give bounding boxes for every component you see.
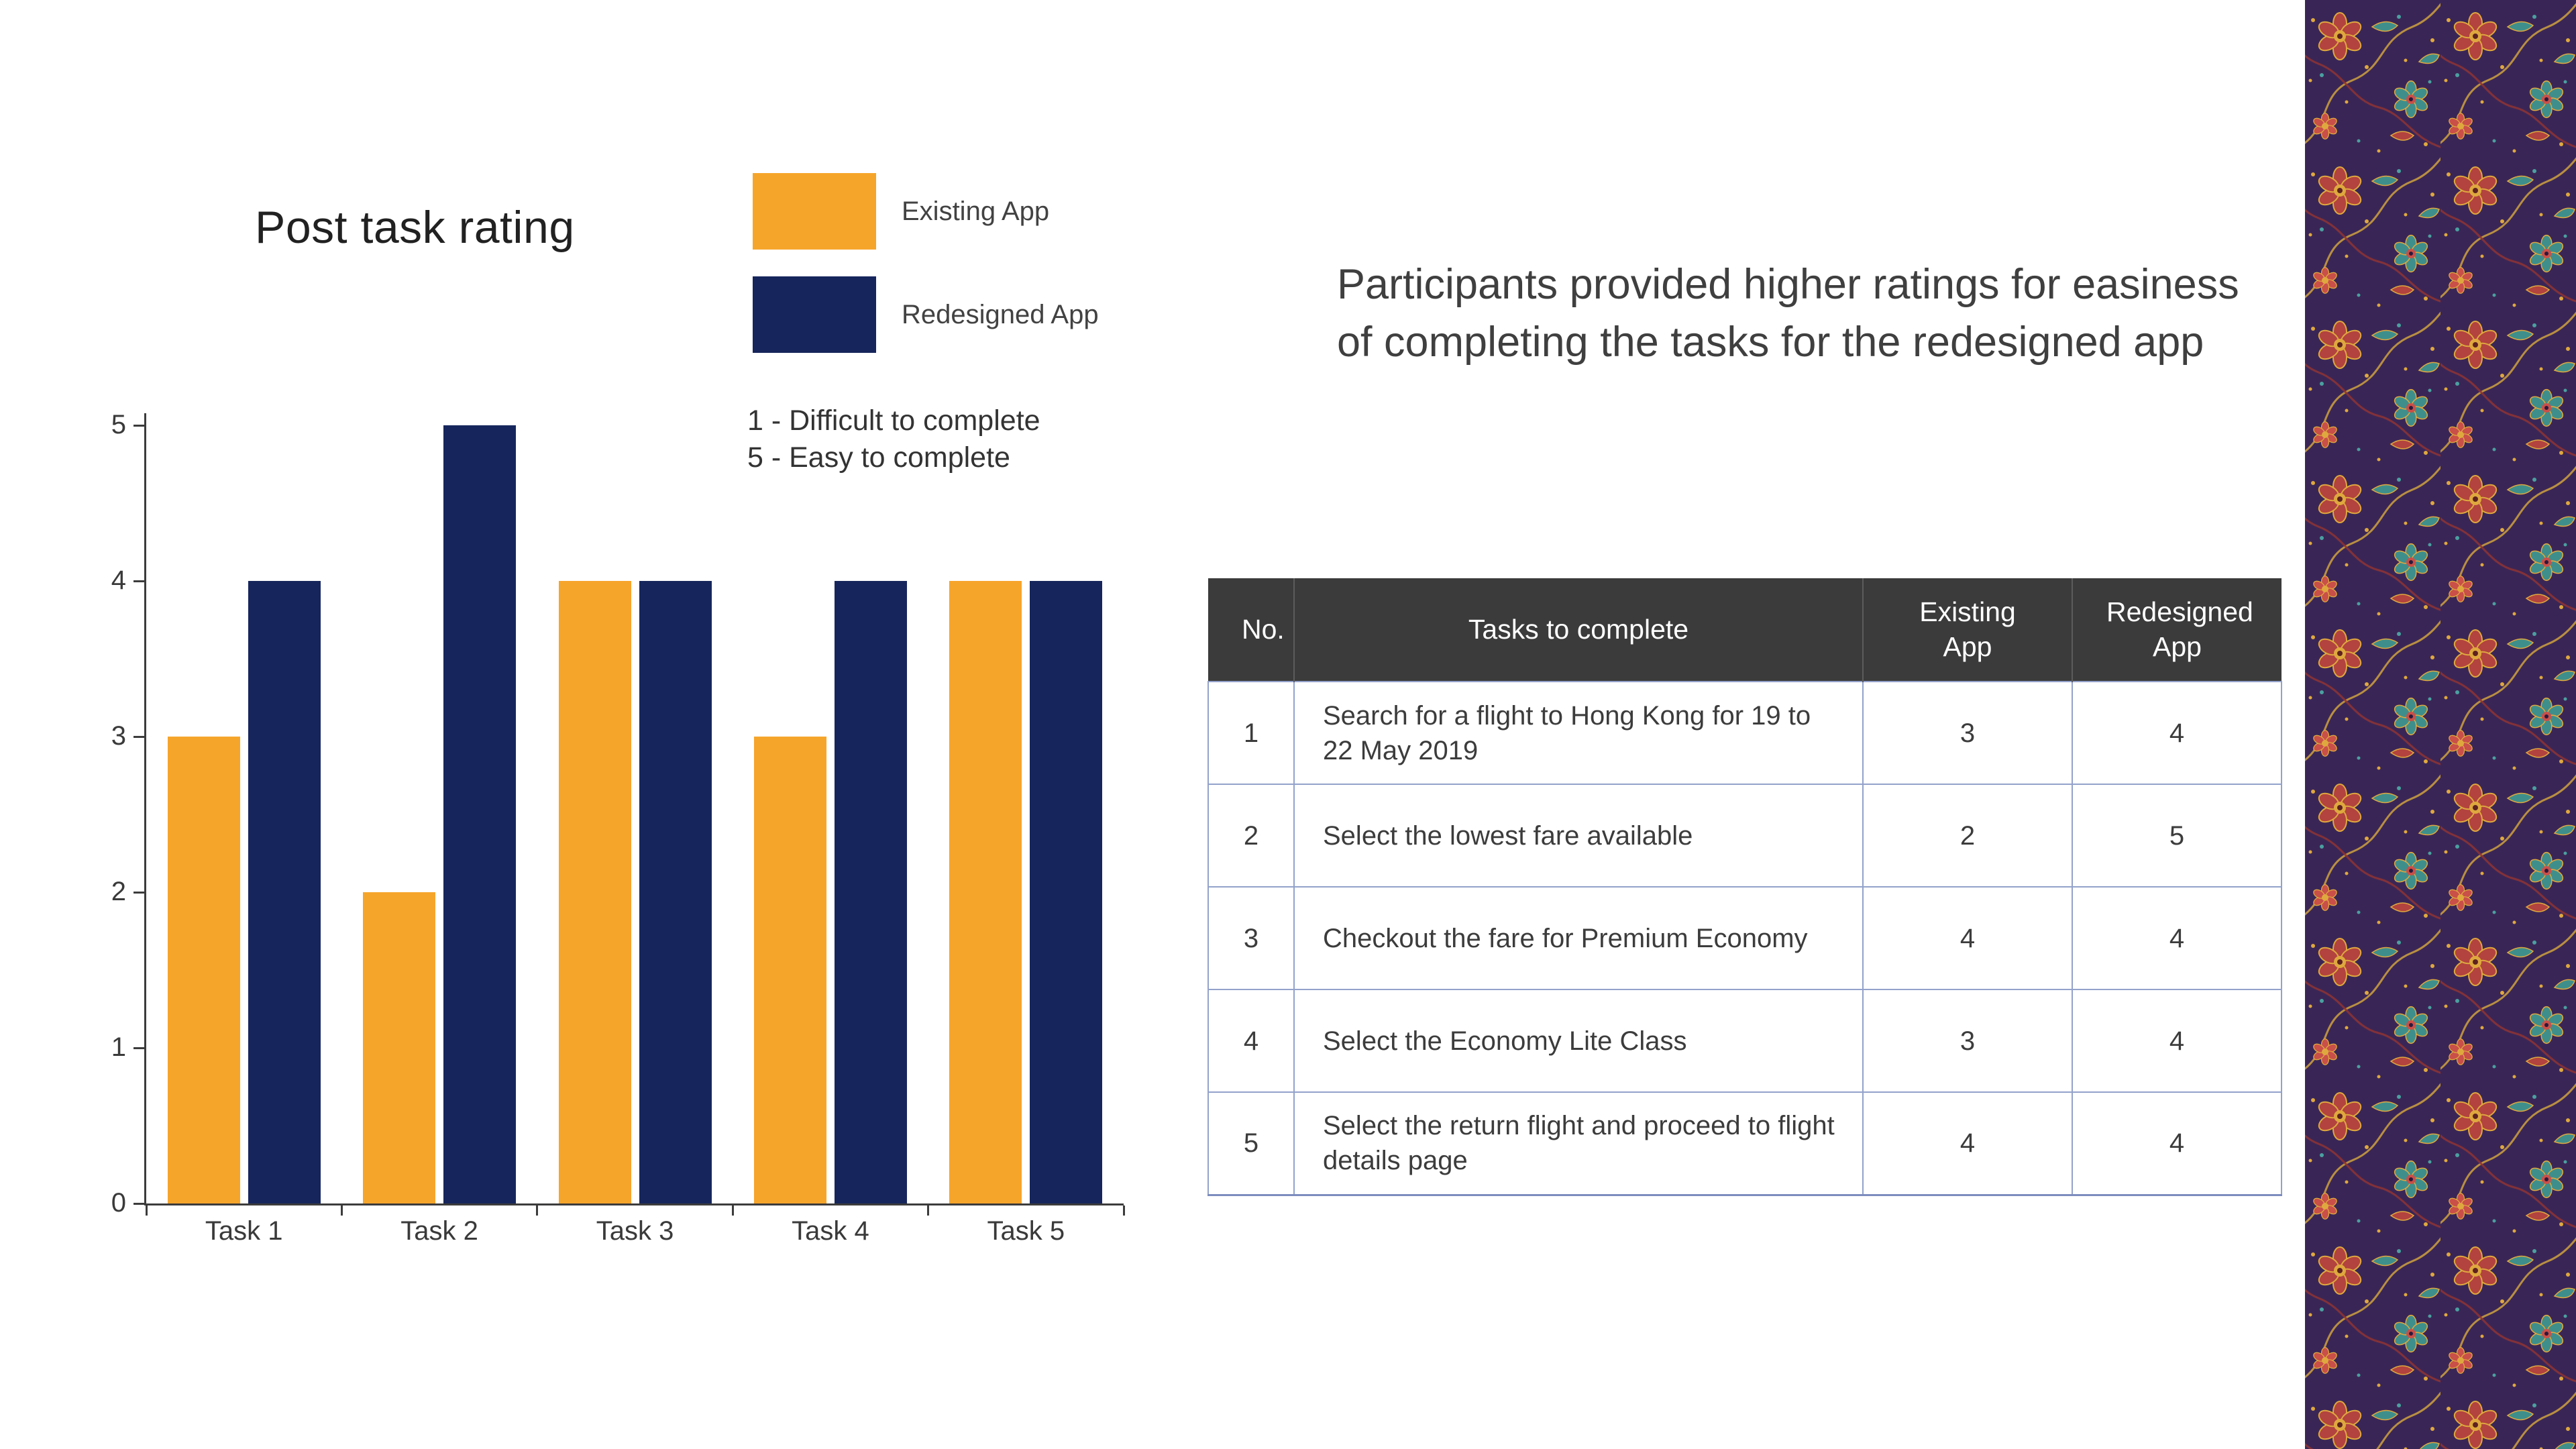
task-cell: Search for a flight to Hong Kong for 19 … (1293, 681, 1864, 785)
bar-group: Task 2 (341, 425, 537, 1246)
table-row: 5 Select the return flight and proceed to… (1208, 1091, 2282, 1196)
headline: Participants provided higher ratings for… (1337, 261, 2239, 366)
y-axis-tick (133, 735, 144, 738)
existing-app-score-cell: 2 (1862, 784, 2073, 888)
bars-area: Task 1 Task 2 Task 3 Task 4 Task 5 (146, 425, 1124, 1246)
task-cell: Select the return flight and proceed to … (1293, 1091, 1864, 1196)
y-axis-label: 3 (111, 721, 126, 751)
task-cell: Checkout the fare for Premium Economy (1293, 886, 1864, 990)
legend-swatch (753, 276, 876, 353)
task-cell: Select the lowest fare available (1293, 784, 1864, 888)
chart-title: Post task rating (255, 202, 575, 253)
bar-group: Task 3 (537, 425, 733, 1246)
y-axis-tick (133, 580, 144, 582)
redesigned-app-score-cell: 4 (2072, 886, 2282, 990)
row-number-cell: 3 (1208, 886, 1295, 990)
row-number-cell: 5 (1208, 1091, 1295, 1196)
redesigned-app-score-cell: 4 (2072, 1091, 2282, 1196)
y-axis-tick (133, 1046, 144, 1049)
scale-note: 1 - Difficult to complete (747, 405, 1040, 437)
row-number-cell: 2 (1208, 784, 1295, 888)
existing-app-score-cell: 3 (1862, 989, 2073, 1093)
legend-label: Existing App (902, 196, 1050, 226)
x-axis-tick (536, 1205, 539, 1216)
x-axis-tick (145, 1205, 148, 1216)
task-cell: Select the Economy Lite Class (1293, 989, 1864, 1093)
bar-existing-app (558, 581, 631, 1203)
legend-item: Redesigned App (753, 276, 1099, 353)
existing-app-score-cell: 4 (1862, 886, 2073, 990)
x-axis-tick (731, 1205, 734, 1216)
y-axis-tick (133, 891, 144, 894)
redesigned-app-score-cell: 4 (2072, 989, 2282, 1093)
bar-redesigned-app (834, 581, 907, 1203)
x-axis-tick (927, 1205, 930, 1216)
row-number-cell: 4 (1208, 989, 1295, 1093)
legend-label: Redesigned App (902, 299, 1099, 329)
x-axis-label: Task 3 (596, 1216, 674, 1246)
header-tasks: Tasks to complete (1293, 578, 1863, 682)
y-axis-label: 4 (111, 566, 126, 595)
x-axis-tick (1122, 1205, 1125, 1216)
results-table: No. Tasks to complete Existing App Redes… (1208, 578, 2282, 1196)
legend-item: Existing App (753, 173, 1099, 250)
scale-note: 5 - Easy to complete (747, 441, 1010, 474)
table-header-row: No. Tasks to complete Existing App Redes… (1208, 578, 2282, 682)
x-axis-label: Task 2 (400, 1216, 478, 1246)
y-axis-label: 5 (111, 410, 126, 439)
x-axis-tick (340, 1205, 343, 1216)
redesigned-app-score-cell: 5 (2072, 784, 2282, 888)
legend-swatch (753, 173, 876, 250)
table-row: 2 Select the lowest fare available 2 5 (1208, 784, 2282, 888)
x-axis-label: Task 4 (792, 1216, 869, 1246)
y-axis-label: 2 (111, 877, 126, 906)
chart-plot: Task 1 Task 2 Task 3 Task 4 Task 5 0 1 2 3 4 5 (111, 410, 1125, 1246)
x-axis-label: Task 1 (205, 1216, 283, 1246)
bar-existing-app (949, 581, 1022, 1203)
existing-app-score-cell: 4 (1862, 1091, 2073, 1196)
batik-pattern-strip (2305, 0, 2576, 1449)
bar-redesigned-app (248, 581, 321, 1203)
header-redesigned-app: Redesigned App (2072, 578, 2282, 682)
table-row: 4 Select the Economy Lite Class 3 4 (1208, 989, 2282, 1093)
chart-legend: Existing App Redesigned App (753, 173, 1099, 353)
y-axis-label: 0 (111, 1188, 126, 1218)
bar-group: Task 4 (733, 425, 928, 1246)
bar-redesigned-app (443, 425, 517, 1203)
bar-group: Task 5 (928, 425, 1124, 1246)
existing-app-score-cell: 3 (1862, 681, 2073, 785)
bar-redesigned-app (1030, 581, 1103, 1203)
y-axis-tick (133, 1202, 144, 1205)
table-row: 1 Search for a flight to Hong Kong for 19… (1208, 681, 2282, 785)
bar-existing-app (363, 892, 436, 1203)
header-existing-app: Existing App (1862, 578, 2072, 682)
table-body: 1 Search for a flight to Hong Kong for 19… (1208, 681, 2282, 1196)
bar-group: Task 1 (146, 425, 341, 1246)
redesigned-app-score-cell: 4 (2072, 681, 2282, 785)
bar-redesigned-app (639, 581, 712, 1203)
y-axis-tick (133, 424, 144, 427)
scale-notes: 1 - Difficult to complete 5 - Easy to com… (747, 402, 1040, 476)
row-number-cell: 1 (1208, 681, 1295, 785)
bar-existing-app (167, 737, 240, 1203)
bar-existing-app (753, 737, 826, 1203)
header-no: No. (1208, 578, 1294, 682)
y-axis-label: 1 (111, 1032, 126, 1062)
table-row: 3 Checkout the fare for Premium Economy 4 4 (1208, 886, 2282, 990)
x-axis-label: Task 5 (987, 1216, 1065, 1246)
